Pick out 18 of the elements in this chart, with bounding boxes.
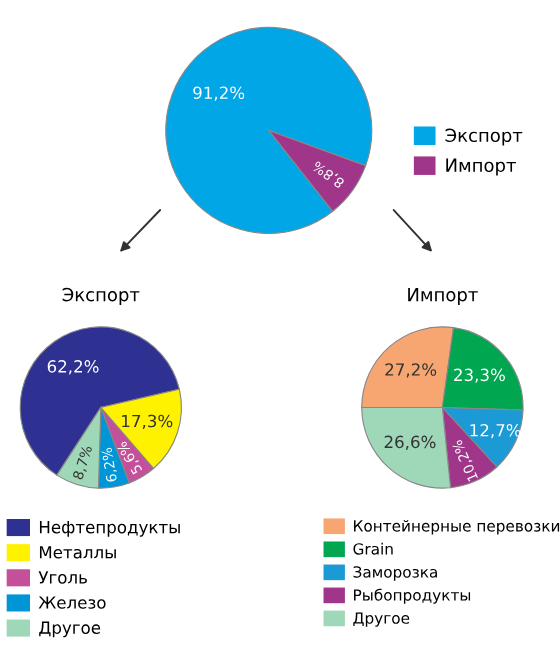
pie-slice [165,26,373,234]
legend-label: Импорт [446,158,516,176]
chart-title: Импорт [408,287,478,305]
legend-label: Экспорт [445,128,523,146]
data-label: 62,2% [47,360,99,375]
data-label: 91,2% [193,86,245,101]
legend-label: Металлы [39,546,116,559]
pie-slice [268,129,367,212]
legend-label: Железо [38,596,106,609]
legend-label: Уголь [38,571,87,584]
data-label: 23,3% [454,368,505,383]
chart-title: Экспорт [62,287,140,305]
legend-label: Другое [39,621,101,638]
data-label: 12,7% [470,423,521,439]
data-label: 27,2% [385,363,437,378]
data-label: 26,6% [384,435,436,450]
legend-label: Нефтепродукты [39,521,180,537]
data-label: 17,3% [122,414,173,430]
